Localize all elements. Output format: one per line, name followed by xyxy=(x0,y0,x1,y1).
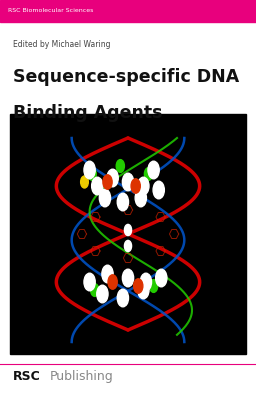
Circle shape xyxy=(108,275,117,289)
Text: Sequence-specific DNA: Sequence-specific DNA xyxy=(13,68,239,86)
Circle shape xyxy=(134,279,143,293)
Circle shape xyxy=(84,161,95,179)
Circle shape xyxy=(117,289,129,307)
Circle shape xyxy=(140,273,152,291)
Circle shape xyxy=(124,240,132,252)
Text: RSC: RSC xyxy=(13,370,40,383)
Circle shape xyxy=(138,177,149,195)
Circle shape xyxy=(148,161,159,179)
Circle shape xyxy=(150,280,158,292)
Circle shape xyxy=(102,265,113,283)
Circle shape xyxy=(131,179,140,193)
Text: Publishing: Publishing xyxy=(50,370,114,383)
Circle shape xyxy=(144,168,153,180)
Circle shape xyxy=(81,176,88,188)
Circle shape xyxy=(117,193,129,211)
Circle shape xyxy=(135,189,146,207)
Circle shape xyxy=(88,168,96,180)
Circle shape xyxy=(116,160,124,172)
Circle shape xyxy=(99,189,111,207)
Bar xyxy=(10,114,246,354)
Circle shape xyxy=(138,281,149,299)
Circle shape xyxy=(107,169,118,187)
Circle shape xyxy=(153,181,164,199)
Circle shape xyxy=(122,269,134,287)
Circle shape xyxy=(122,173,134,191)
Circle shape xyxy=(92,177,103,195)
Circle shape xyxy=(84,273,95,291)
Circle shape xyxy=(91,284,99,296)
Text: Binding Agents: Binding Agents xyxy=(13,104,162,122)
Bar xyxy=(0,0,256,22)
Circle shape xyxy=(156,269,167,287)
Text: Edited by Michael Waring: Edited by Michael Waring xyxy=(13,40,110,49)
Circle shape xyxy=(103,175,112,189)
Circle shape xyxy=(124,224,132,236)
Text: RSC Biomolecular Sciences: RSC Biomolecular Sciences xyxy=(8,8,93,14)
Circle shape xyxy=(97,285,108,303)
